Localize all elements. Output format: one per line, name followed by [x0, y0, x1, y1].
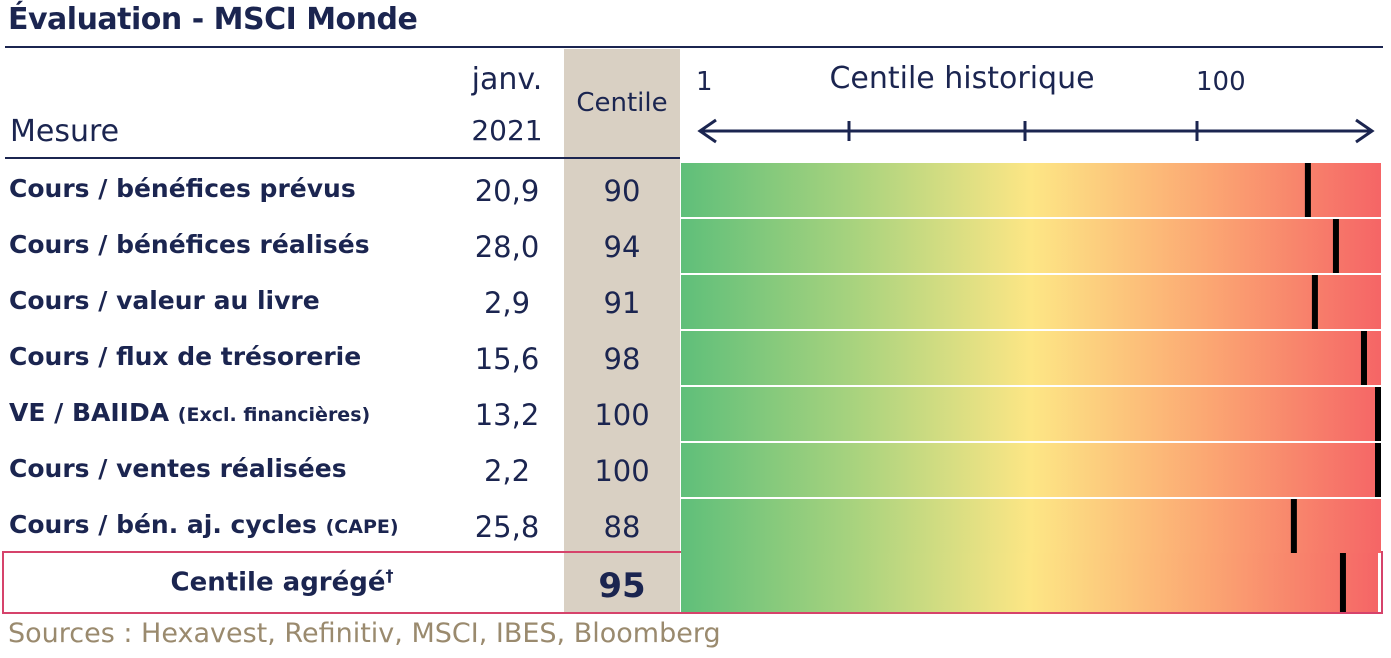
row-label: Cours / flux de trésorerie [9, 342, 361, 371]
aggregate-centile-marker [1339, 553, 1346, 612]
row-centile: 98 [603, 342, 641, 376]
row-label: Cours / bénéfices réalisés [9, 230, 370, 259]
row-value: 25,8 [474, 510, 540, 544]
centile-marker [1332, 219, 1339, 273]
row-label-text: Cours / bénéfices réalisés [9, 230, 370, 259]
row-value: 2,2 [483, 454, 531, 488]
row-value: 2,9 [483, 286, 531, 320]
row-centile: 100 [594, 398, 650, 432]
row-label-text: Cours / flux de trésorerie [9, 342, 362, 371]
aggregate-centile: 95 [598, 566, 646, 606]
centile-column-background [564, 49, 680, 613]
centile-axis: 1 Centile historique 100 [696, 61, 1375, 144]
header-date-year: 2021 [471, 114, 543, 147]
row-label-text: Cours / ventes réalisées [9, 454, 347, 483]
aggregate-footnote-marker: † [385, 566, 394, 585]
row-value: 20,9 [474, 174, 540, 208]
centile-bar [681, 219, 1381, 273]
row-label-text: VE / BAIIDA [9, 398, 170, 427]
row-centile: 94 [603, 230, 641, 264]
row-label: Cours / valeur au livre [9, 286, 320, 315]
centile-bar [681, 387, 1381, 441]
row-label-text: Cours / bénéfices prévus [9, 174, 356, 203]
header-centile: Centile [576, 88, 668, 118]
axis-title: Centile historique [829, 61, 1094, 96]
row-label: VE / BAIIDA (Excl. financières) [9, 398, 370, 427]
centile-marker [1360, 331, 1367, 385]
row-centile: 90 [603, 174, 641, 208]
aggregate-label: Centile agrégé† [0, 566, 564, 598]
centile-marker [1311, 275, 1318, 329]
row-value: 28,0 [474, 230, 540, 264]
centile-marker [1375, 443, 1381, 497]
row-centile: 100 [594, 454, 650, 488]
row-label: Cours / bén. aj. cycles (CAPE) [9, 510, 399, 539]
row-label: Cours / bénéfices prévus [9, 174, 356, 203]
header-mesure: Mesure [10, 114, 120, 149]
row-label: Cours / ventes réalisées [9, 454, 347, 483]
centile-marker [1375, 387, 1381, 441]
centile-marker [1304, 163, 1311, 217]
aggregate-centile-bar [681, 553, 1378, 612]
row-label-note: (CAPE) [325, 516, 399, 538]
row-label-text: Cours / valeur au livre [9, 286, 320, 315]
centile-bar [681, 163, 1381, 217]
centile-bar [681, 499, 1381, 553]
centile-marker [1290, 499, 1297, 553]
source-note: Sources : Hexavest, Refinitiv, MSCI, IBE… [8, 618, 721, 649]
row-value: 13,2 [474, 398, 540, 432]
centile-bar [681, 331, 1381, 385]
row-label-text: Cours / bén. aj. cycles [9, 510, 317, 539]
chart-title: Évaluation - MSCI Monde [8, 2, 418, 37]
title-rule [5, 46, 1383, 48]
row-label-note: (Excl. financières) [177, 404, 371, 426]
axis-max-label: 100 [1196, 67, 1246, 97]
row-centile: 91 [603, 286, 641, 320]
header-date-month: janv. [471, 62, 543, 97]
aggregate-label-text: Centile agrégé [170, 567, 386, 598]
centile-bar [681, 443, 1381, 497]
centile-bar [681, 275, 1381, 329]
row-centile: 88 [603, 510, 641, 544]
row-value: 15,6 [474, 342, 540, 376]
axis-min-label: 1 [696, 67, 713, 97]
header-rule [5, 157, 680, 159]
